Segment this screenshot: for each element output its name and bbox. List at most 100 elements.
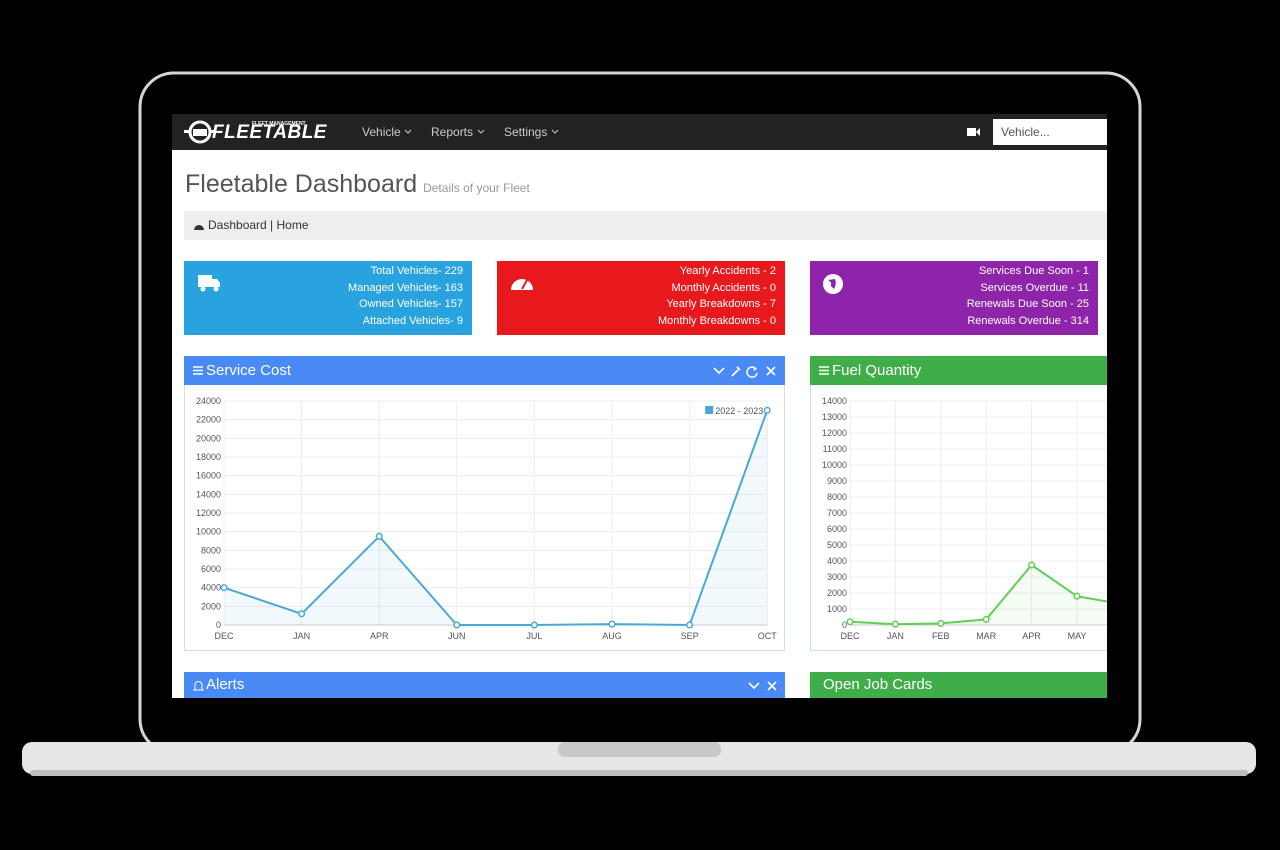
y-tick-label: 13000 xyxy=(822,412,847,422)
y-tick-label: 20000 xyxy=(196,433,221,443)
stat-line: Renewals Due Soon - 25 xyxy=(966,298,1089,310)
point xyxy=(298,610,306,618)
y-tick-label: 14000 xyxy=(822,396,847,406)
bell-icon xyxy=(193,681,204,691)
point xyxy=(763,406,771,414)
panel: Fuel Quantity 0 1000 2000 3000 4000 5000 6000 7… xyxy=(810,356,1107,651)
stat-line: Monthly Accidents - 0 xyxy=(671,281,776,294)
panel-header: Alerts xyxy=(184,672,785,698)
y-tick-label: 8000 xyxy=(201,545,221,555)
stat-line: Managed Vehicles- 163 xyxy=(348,281,463,294)
y-tick-label: 10000 xyxy=(822,460,847,470)
panel-controls[interactable] xyxy=(747,679,781,693)
point xyxy=(608,620,616,628)
y-tick-label: 0 xyxy=(842,620,847,630)
line-chart: 0 2000 4000 6000 8000 10000 12000 14000 16000 180… xyxy=(196,396,778,641)
point xyxy=(530,621,538,629)
x-tick-label: DEC xyxy=(214,631,234,641)
legend-swatch xyxy=(705,406,714,414)
y-tick-label: 4000 xyxy=(201,583,221,593)
breadcrumb-text[interactable]: Dashboard | Home xyxy=(208,218,309,232)
point xyxy=(1073,592,1081,600)
panel-body: 0 2000 4000 6000 8000 10000 12000 14000 16000 180… xyxy=(184,385,785,651)
panel: Service Cost 0 2000 4000 6000 8000 10000 12000… xyxy=(184,356,785,651)
globe-icon xyxy=(823,274,843,294)
x-tick-label: OCT xyxy=(758,631,778,641)
x-tick-label: FEB xyxy=(932,631,950,641)
y-tick-label: 9000 xyxy=(827,476,847,486)
y-tick-label: 8000 xyxy=(827,492,847,502)
panel-title: Alerts xyxy=(206,676,245,693)
y-tick-label: 14000 xyxy=(196,489,221,499)
y-tick-label: 2000 xyxy=(201,601,221,611)
navbar: FLEETABLE FLEET MANAGEMENT Vehicle Repor… xyxy=(172,114,1107,150)
menu-icon xyxy=(193,366,203,375)
stat-card: Services Due Soon - 1 Services Overdue -… xyxy=(810,261,1098,335)
logo-tagline: FLEET MANAGEMENT xyxy=(252,121,306,127)
stat-line: Services Overdue - 11 xyxy=(980,281,1089,294)
x-tick-label: JAN xyxy=(887,631,904,641)
point xyxy=(1028,561,1036,569)
stat-line: Services Due Soon - 1 xyxy=(978,265,1089,277)
panel-header: Service Cost xyxy=(184,356,785,385)
panel-title: Fuel Quantity xyxy=(832,362,922,379)
truck-icon xyxy=(198,275,220,292)
y-tick-label: 22000 xyxy=(196,415,221,425)
y-tick-label: 6000 xyxy=(201,564,221,574)
x-tick-label: JAN xyxy=(293,631,310,641)
point xyxy=(982,615,990,623)
menu-vehicle[interactable]: Vehicle xyxy=(362,125,401,139)
logo: FLEETABLE xyxy=(212,122,327,143)
x-tick-label: MAR xyxy=(976,631,997,641)
laptop-base xyxy=(22,742,1256,774)
panel-title: Open Job Cards xyxy=(823,676,933,693)
menu-settings[interactable]: Settings xyxy=(504,125,548,139)
y-tick-label: 24000 xyxy=(196,396,221,406)
page-heading: Fleetable Dashboard Details of your Fleet xyxy=(185,170,530,199)
x-tick-label: APR xyxy=(1022,631,1041,641)
stat-card: Yearly Accidents - 2 Monthly Accidents -… xyxy=(497,261,785,335)
chevron xyxy=(404,129,412,134)
legend-label: 2022 - 2023 xyxy=(715,406,763,416)
breadcrumb: Dashboard | Home xyxy=(184,211,1107,240)
panel-header: Fuel Quantity xyxy=(810,356,1107,385)
chevron xyxy=(551,129,559,134)
stat-line: Attached Vehicles- 9 xyxy=(362,314,463,327)
y-tick-label: 6000 xyxy=(827,524,847,534)
panel-title: Service Cost xyxy=(206,362,292,379)
x-tick-label: JUL xyxy=(526,631,542,641)
point xyxy=(375,532,383,540)
y-tick-label: 4000 xyxy=(827,556,847,566)
point xyxy=(891,620,899,628)
y-tick-label: 5000 xyxy=(827,540,847,550)
y-tick-label: 12000 xyxy=(196,508,221,518)
point xyxy=(220,584,228,592)
point xyxy=(937,619,945,627)
panel-controls[interactable] xyxy=(712,364,780,378)
point xyxy=(686,621,694,629)
panel-header: Open Job Cards xyxy=(810,672,1107,698)
x-tick-label: APR xyxy=(370,631,389,641)
y-tick-label: 1000 xyxy=(827,604,847,614)
menu-reports[interactable]: Reports xyxy=(431,125,474,139)
y-tick-label: 10000 xyxy=(196,527,221,537)
panel: Open Job Cards xyxy=(810,672,1107,698)
stat-line: Monthly Breakdowns - 0 xyxy=(658,314,776,327)
x-tick-label: DEC xyxy=(840,631,860,641)
camera-icon[interactable] xyxy=(967,127,981,137)
y-tick-label: 3000 xyxy=(827,572,847,582)
y-tick-label: 12000 xyxy=(822,428,847,438)
gauge-icon xyxy=(511,279,533,290)
y-tick-label: 2000 xyxy=(827,588,847,598)
laptop-base-edge xyxy=(30,770,1248,776)
search-input[interactable]: Vehicle... xyxy=(993,119,1107,145)
stat-card: Total Vehicles- 229 Managed Vehicles- 16… xyxy=(184,261,472,335)
y-tick-label: 16000 xyxy=(196,471,221,481)
y-tick-label: 7000 xyxy=(827,508,847,518)
menu-icon xyxy=(819,366,829,375)
logo-icon xyxy=(184,120,216,144)
x-tick-label: JUN xyxy=(448,631,466,641)
stat-line: Yearly Breakdowns - 7 xyxy=(666,298,776,310)
y-tick-label: 0 xyxy=(216,620,221,630)
x-tick-label: AUG xyxy=(602,631,622,641)
